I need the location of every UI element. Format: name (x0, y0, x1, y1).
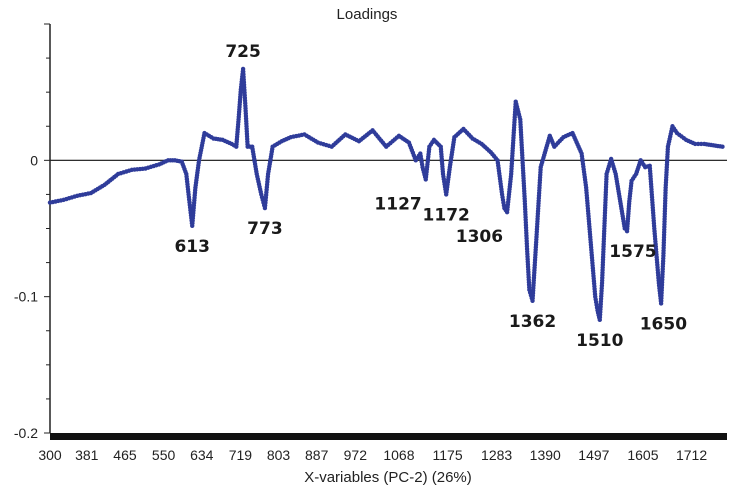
x-tick-label: 550 (152, 447, 176, 463)
x-axis-title: X-variables (PC-2) (26%) (304, 469, 472, 486)
x-tick-label: 1283 (481, 447, 512, 463)
peak-label: 773 (247, 219, 283, 239)
series-layer (47, 66, 725, 323)
x-tick-label: 1497 (578, 447, 609, 463)
x-tick-label: 1712 (676, 447, 707, 463)
peak-label: 1306 (456, 227, 503, 247)
x-tick-label: 634 (190, 447, 214, 463)
x-tick-label: 719 (229, 447, 253, 463)
peak-label: 1172 (423, 205, 470, 225)
peak-label: 1650 (640, 314, 687, 334)
x-tick-label: 1605 (627, 447, 658, 463)
peak-label: 613 (174, 237, 210, 257)
y-tick-label: -0.2 (14, 425, 38, 441)
peak-label: 725 (225, 42, 261, 62)
y-axis: 0 -0.1 -0.2 (14, 23, 51, 441)
data-point (720, 144, 725, 149)
x-tick-label: 465 (113, 447, 137, 463)
x-tick-label: 803 (267, 447, 291, 463)
x-tick-label: 300 (38, 447, 62, 463)
x-axis: 300 381 465 550 634 719 803 887 972 1068 1175 1283 1… (38, 433, 727, 463)
peak-label: 1362 (509, 312, 556, 332)
data-point (696, 141, 701, 147)
peak-label: 1127 (374, 194, 421, 214)
x-axis-bar (50, 433, 727, 440)
y-tick-label: 0 (30, 152, 38, 168)
x-tick-label: 381 (75, 447, 99, 463)
y-tick-label: -0.1 (14, 289, 38, 305)
chart-title: Loadings (337, 6, 398, 23)
series-markers (47, 66, 725, 323)
x-tick-label: 1390 (530, 447, 561, 463)
x-tick-label: 1068 (383, 447, 414, 463)
data-point (699, 141, 704, 147)
x-tick-label: 972 (344, 447, 368, 463)
peak-label: 1510 (576, 331, 623, 351)
x-tick-label: 1175 (433, 447, 463, 463)
data-point (692, 141, 698, 147)
peak-label: 1575 (609, 242, 656, 262)
x-tick-label: 887 (305, 447, 329, 463)
